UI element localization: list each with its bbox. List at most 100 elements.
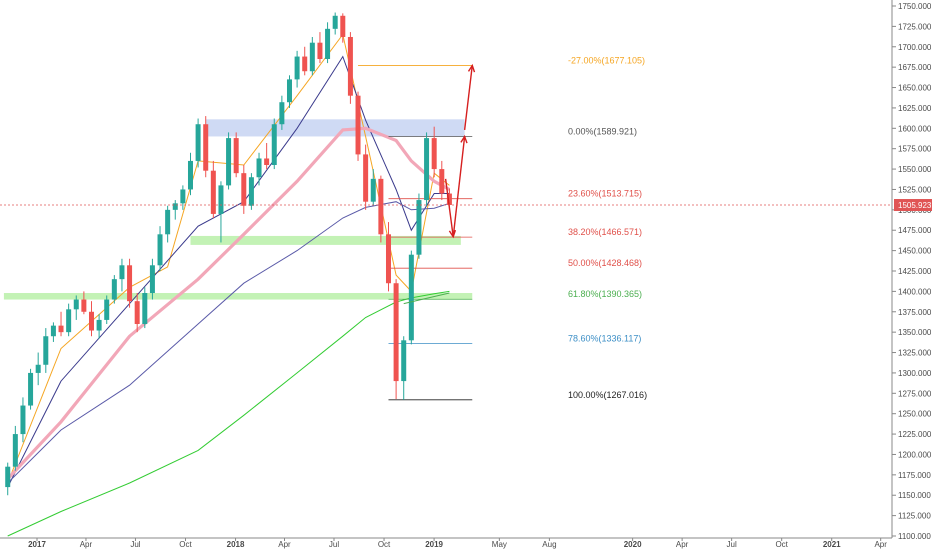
- zone-support-lower: [3, 293, 473, 300]
- candle-body: [309, 42, 315, 72]
- candle-body: [347, 36, 353, 96]
- candle-body: [12, 434, 18, 467]
- candle-body: [325, 28, 331, 59]
- price-tick-label: 1375.000: [898, 308, 932, 317]
- time-tick-label: Apr: [676, 540, 689, 549]
- candle-body: [149, 265, 155, 294]
- time-tick-label: Oct: [179, 540, 192, 549]
- candle-body: [134, 301, 140, 324]
- price-tick-label: 1675.000: [898, 63, 932, 72]
- candle-body: [226, 138, 232, 186]
- fib-level-label: 38.20%(1466.571): [568, 227, 642, 237]
- candle-body: [424, 138, 430, 201]
- candle-body: [111, 279, 117, 300]
- candle-body: [119, 265, 125, 280]
- candle-body: [363, 154, 369, 202]
- trend-line-layer: [403, 292, 450, 305]
- price-tick-label: 1275.000: [898, 389, 932, 398]
- projection-arrow-head: [460, 134, 468, 144]
- price-tick-label: 1700.000: [898, 43, 932, 52]
- time-tick-label: Jul: [329, 540, 339, 549]
- time-tick-label: Oct: [378, 540, 391, 549]
- candle-body: [264, 158, 270, 165]
- candle-body: [340, 15, 346, 37]
- time-tick-label: Apr: [278, 540, 291, 549]
- time-tick-label: 2018: [227, 540, 245, 549]
- candle-body: [172, 203, 178, 210]
- time-tick-label: Apr: [80, 540, 93, 549]
- candle-body: [187, 160, 193, 190]
- fib-level-label: 23.60%(1513.715): [568, 189, 642, 199]
- price-tick-label: 1750.000: [898, 2, 932, 11]
- candle-body: [165, 209, 171, 235]
- candle-body: [81, 299, 87, 312]
- candle-body: [142, 293, 148, 324]
- projection-arrow: [452, 136, 466, 237]
- price-tick-label: 1300.000: [898, 369, 932, 378]
- projection-arrow: [463, 65, 473, 131]
- time-tick-label: 2017: [28, 540, 46, 549]
- last-price-tag: 1505.923: [894, 199, 932, 212]
- candle-body: [241, 173, 247, 206]
- price-tick-label: 1575.000: [898, 145, 932, 154]
- zone-support-upper: [190, 235, 461, 245]
- candle-body: [317, 42, 323, 59]
- fib-level-label: 50.00%(1428.468): [568, 258, 642, 268]
- candle-body: [180, 189, 186, 204]
- price-tick-label: 1100.000: [898, 532, 931, 541]
- moving-average-line: [7, 55, 450, 488]
- price-tick-label: 1200.000: [898, 450, 932, 459]
- price-tick-label: 1550.000: [898, 165, 932, 174]
- price-tick-label: 1400.000: [898, 287, 932, 296]
- candle-body: [256, 158, 262, 178]
- candle-body: [408, 254, 414, 341]
- projection-arrow-head: [448, 229, 457, 239]
- zone-resistance: [205, 119, 465, 137]
- price-tick-label: 1350.000: [898, 328, 932, 337]
- price-tick-label: 1475.000: [898, 226, 932, 235]
- candle-body: [218, 185, 224, 214]
- candle-body: [378, 178, 384, 235]
- candle-body: [355, 95, 361, 155]
- price-tick-label: 1250.000: [898, 410, 932, 419]
- price-tick-label: 1325.000: [898, 349, 932, 358]
- candle-body: [195, 124, 201, 161]
- candle-body: [43, 336, 49, 365]
- candle-body: [210, 170, 216, 214]
- candle-body: [439, 169, 445, 194]
- candle-layer: [5, 12, 452, 496]
- candle-body: [88, 311, 94, 331]
- price-tick-label: 1150.000: [898, 491, 931, 500]
- price-tick-label: 1525.000: [898, 185, 932, 194]
- candle-body: [50, 325, 56, 337]
- candle-body: [35, 364, 41, 373]
- price-axis[interactable]: 1100.000 1125.000 1150.000 1175.000 1200.000…: [891, 0, 932, 541]
- candle-body: [73, 299, 79, 310]
- time-tick-label: May: [492, 540, 507, 549]
- time-axis[interactable]: 2017 Apr Jul Oct 2018 Apr Jul Oct 2019 May Aug 2020…: [0, 537, 892, 549]
- candle-body: [233, 138, 239, 174]
- price-tick-label: 1125.000: [898, 512, 931, 521]
- price-tick-label: 1425.000: [898, 267, 932, 276]
- price-tick-label: 1625.000: [898, 104, 932, 113]
- time-tick-label: Apr: [874, 540, 887, 549]
- candle-body: [393, 283, 399, 382]
- candle-body: [104, 299, 110, 320]
- fib-level-label: 78.60%(1336.117): [568, 333, 641, 343]
- candle-body: [96, 319, 102, 331]
- candle-body: [385, 234, 391, 284]
- candle-body: [286, 79, 292, 103]
- candle-body: [401, 340, 407, 382]
- candle-body: [28, 372, 34, 406]
- fib-level-label: -27.00%(1677.105): [568, 55, 645, 65]
- candle-body: [446, 193, 452, 205]
- candle-body: [302, 56, 308, 72]
- time-tick-label: 2021: [823, 540, 841, 549]
- candle-body: [279, 102, 285, 125]
- fib-level-label: 0.00%(1589.921): [568, 127, 637, 137]
- trend-line: [403, 292, 450, 305]
- candle-body: [203, 124, 209, 171]
- candle-body: [20, 405, 26, 435]
